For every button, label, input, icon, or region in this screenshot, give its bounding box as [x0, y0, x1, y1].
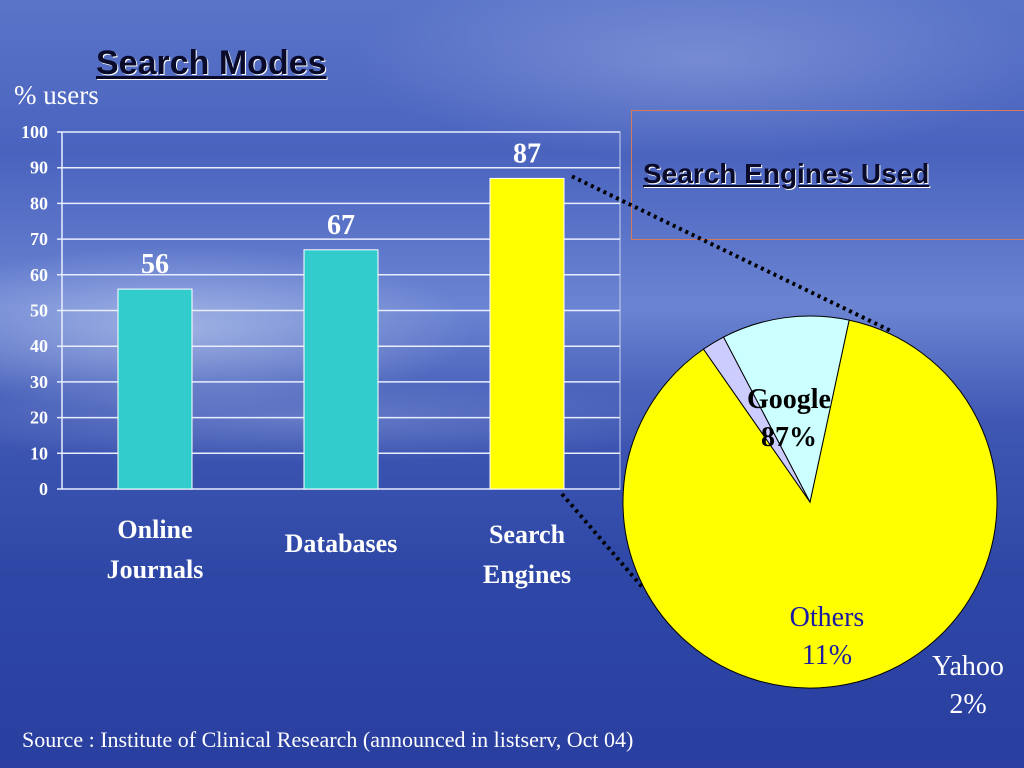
y-tick-label: 80 [30, 193, 48, 213]
bar-value-label: 56 [141, 249, 169, 280]
bar-1 [303, 249, 379, 490]
y-tick-label: 40 [30, 336, 48, 356]
y-axis-unit-label: % users [14, 80, 99, 110]
slide-title: Search Modes [96, 44, 327, 82]
pie-slice-others [722, 315, 850, 504]
y-tick-label: 0 [39, 479, 48, 499]
source-note: Source : Institute of Clinical Research … [22, 727, 634, 752]
bar-2 [489, 177, 565, 490]
pie-label-others: Others 11% [790, 602, 865, 671]
bar-0 [117, 288, 193, 490]
y-tick-label: 70 [30, 229, 48, 249]
y-tick-label: 60 [30, 265, 48, 285]
inset-frame [631, 110, 1024, 240]
y-tick-label: 100 [21, 122, 48, 142]
y-tick-label: 90 [30, 158, 48, 178]
bar-value-label: 87 [513, 138, 541, 169]
x-category-label: Online Journals [107, 515, 204, 584]
x-category-label: Search Engines [483, 520, 571, 589]
y-tick-label: 30 [30, 372, 48, 392]
y-tick-label: 10 [30, 443, 48, 463]
pie-slice-google [622, 319, 998, 689]
pie-label-yahoo: Yahoo 2% [932, 651, 1004, 720]
pie-label-google: Google 87% [747, 384, 831, 453]
inset-title: Search Engines Used [643, 158, 930, 189]
x-category-label: Databases [285, 529, 398, 558]
y-tick-label: 50 [30, 301, 48, 321]
bar-value-label: 67 [327, 210, 355, 241]
y-tick-label: 20 [30, 408, 48, 428]
